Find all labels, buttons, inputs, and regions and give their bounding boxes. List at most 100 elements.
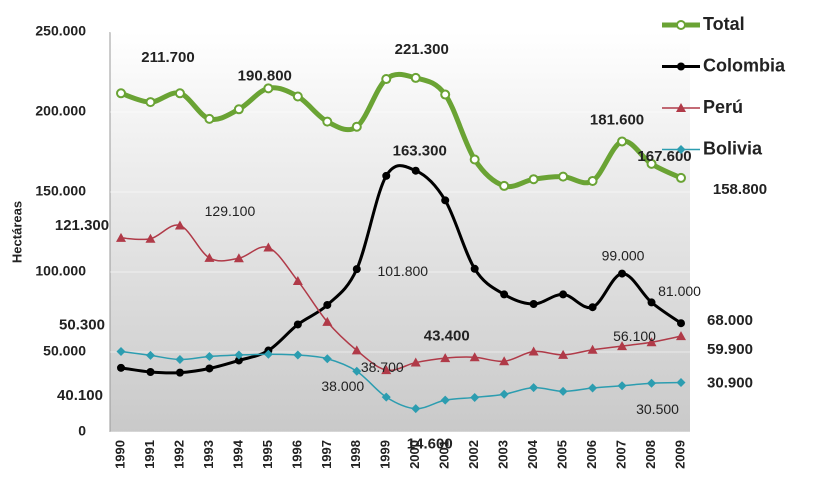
- data-label: 181.600: [590, 111, 644, 128]
- point: [175, 368, 184, 377]
- point: [381, 74, 392, 85]
- point: [646, 158, 657, 169]
- point: [440, 395, 450, 405]
- x-tick-label: 2009: [672, 440, 687, 469]
- point: [410, 357, 421, 367]
- point: [528, 346, 539, 356]
- y-tick-label: 200.000: [35, 103, 86, 119]
- x-tick-label: 2003: [496, 440, 511, 469]
- point: [617, 341, 628, 351]
- legend-label: Total: [703, 14, 745, 34]
- point: [647, 378, 657, 388]
- point: [145, 97, 156, 108]
- data-label: 190.800: [238, 68, 292, 85]
- point: [323, 300, 332, 309]
- data-label: 40.100: [57, 387, 103, 404]
- point: [145, 350, 155, 360]
- x-tick-label: 2002: [466, 440, 481, 469]
- data-label: 43.400: [424, 328, 470, 345]
- point: [587, 344, 598, 354]
- point: [469, 352, 480, 362]
- point: [558, 349, 569, 359]
- point: [470, 264, 479, 273]
- point: [117, 363, 125, 372]
- point: [441, 196, 450, 205]
- data-label: 38.000: [321, 378, 364, 394]
- point: [233, 253, 244, 263]
- point: [411, 166, 420, 175]
- point: [559, 290, 568, 299]
- point: [322, 316, 333, 326]
- line: [120, 164, 682, 375]
- point: [529, 300, 538, 308]
- legend-label: Bolivia: [703, 138, 763, 158]
- data-label: 221.300: [395, 41, 449, 58]
- point: [617, 136, 628, 147]
- point: [381, 365, 392, 375]
- data-label: 56.100: [613, 328, 656, 344]
- data-label: 14.600: [407, 436, 453, 453]
- y-axis-label: Hectáreas: [9, 201, 24, 263]
- x-tick-label: 1990: [112, 440, 127, 469]
- point: [204, 252, 215, 262]
- data-label: 121.300: [55, 217, 109, 234]
- point: [381, 392, 391, 402]
- point: [676, 331, 686, 341]
- point: [116, 347, 126, 357]
- x-tick-label: 1997: [319, 440, 334, 469]
- point: [116, 232, 126, 242]
- point: [293, 320, 302, 329]
- point: [558, 386, 568, 396]
- point: [618, 269, 627, 278]
- data-label: 30.500: [636, 401, 679, 417]
- x-tick-label: 2001: [437, 440, 452, 469]
- point: [528, 174, 539, 185]
- x-tick-label: 1996: [289, 440, 304, 469]
- point: [234, 356, 243, 365]
- data-label: 68.000: [707, 312, 753, 329]
- data-label: 50.300: [59, 316, 105, 333]
- point: [499, 356, 510, 366]
- x-tick-label: 2008: [643, 440, 658, 469]
- point: [470, 392, 480, 402]
- point: [647, 298, 656, 307]
- x-tick-label: 2005: [555, 440, 570, 469]
- x-tick-label: 2000: [407, 440, 422, 469]
- y-tick-label: 50.000: [43, 343, 86, 359]
- point: [263, 349, 273, 359]
- point: [292, 275, 303, 285]
- point: [440, 353, 451, 363]
- point: [646, 337, 657, 347]
- data-label: 101.800: [377, 263, 428, 279]
- x-tick-label: 1992: [171, 440, 186, 469]
- point: [233, 104, 244, 115]
- point: [146, 368, 155, 376]
- legend-marker: [676, 103, 686, 112]
- point: [263, 242, 274, 252]
- legend-marker: [676, 20, 686, 30]
- data-label: 59.900: [707, 341, 753, 358]
- point: [617, 381, 627, 391]
- x-tick-label: 1998: [348, 440, 363, 469]
- x-tick-label: 2006: [584, 440, 599, 469]
- x-tick-label: 2004: [525, 439, 540, 469]
- point: [588, 303, 597, 312]
- point: [204, 351, 214, 361]
- x-tick-label: 2007: [613, 440, 628, 469]
- point: [322, 116, 333, 127]
- x-tick-label: 1999: [378, 440, 393, 469]
- point: [204, 113, 215, 124]
- point: [234, 350, 244, 360]
- x-tick-label: 1995: [260, 440, 275, 469]
- point: [411, 404, 421, 414]
- point: [263, 83, 274, 94]
- data-label: 167.600: [637, 148, 691, 165]
- y-tick-label: 250.000: [35, 23, 86, 39]
- data-label: 30.900: [707, 375, 753, 392]
- legend-label: Colombia: [703, 55, 786, 75]
- point: [499, 180, 510, 191]
- point: [116, 88, 126, 99]
- point: [529, 383, 539, 393]
- point: [174, 220, 185, 230]
